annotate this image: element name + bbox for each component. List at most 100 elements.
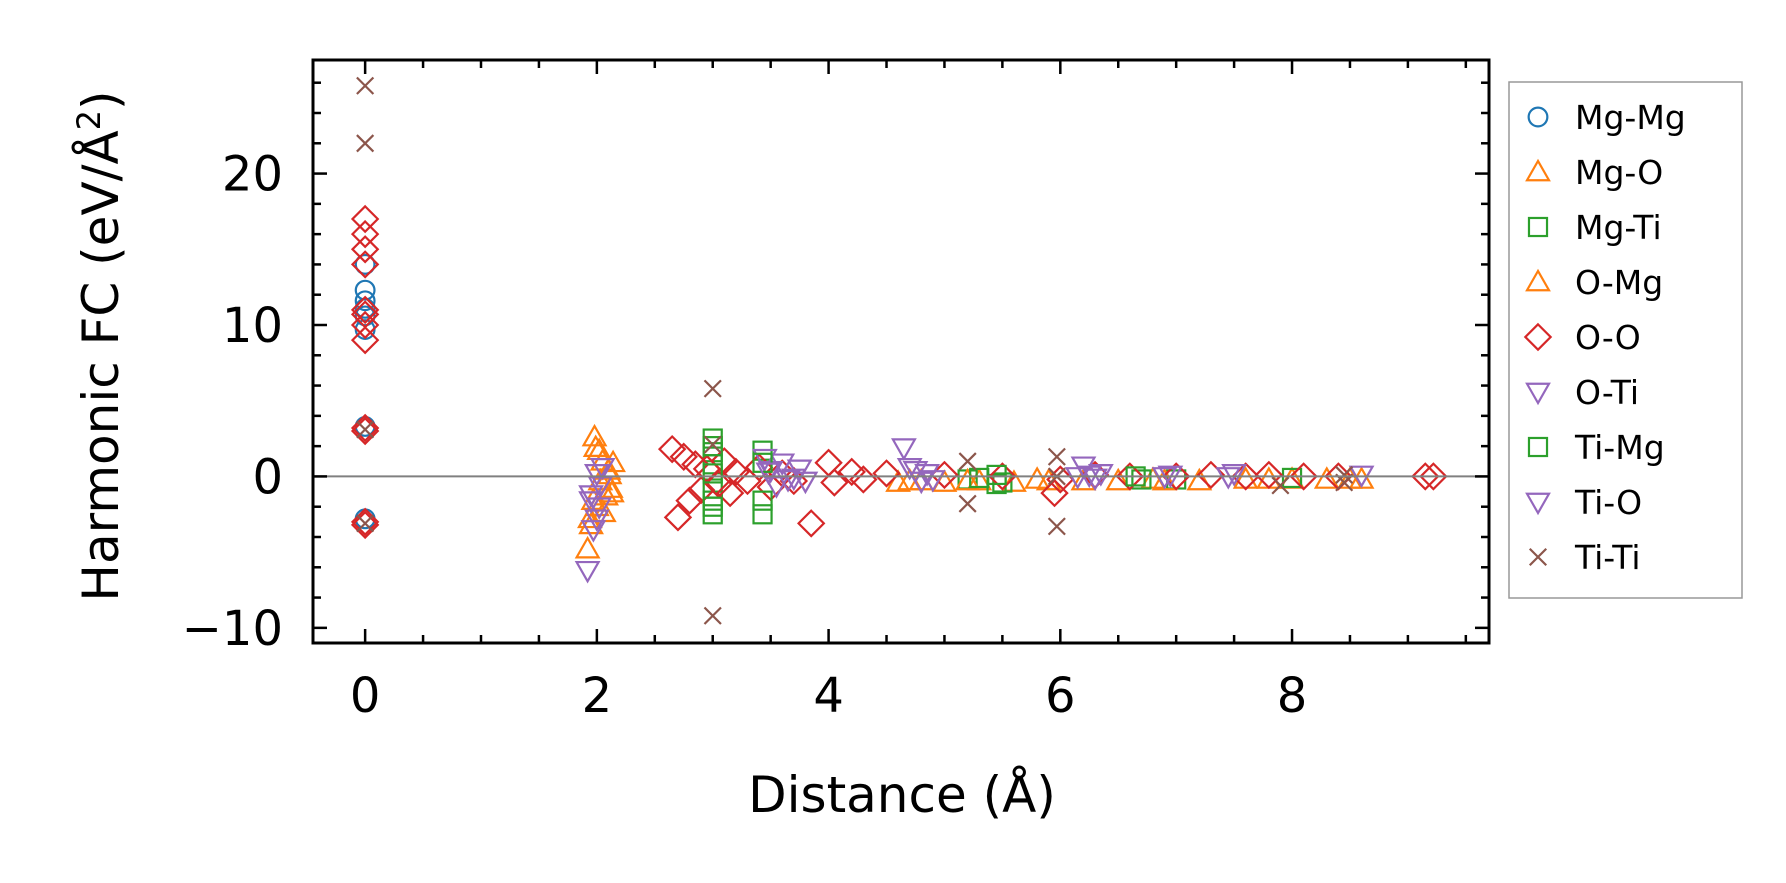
legend-label: Ti-Mg	[1574, 428, 1665, 467]
legend-marker	[1525, 158, 1551, 182]
y-tick-label: 20	[222, 147, 283, 203]
data-point	[1281, 467, 1303, 489]
data-point	[350, 325, 380, 355]
data-point	[837, 457, 866, 487]
legend-marker	[1527, 106, 1549, 128]
data-point	[792, 471, 819, 495]
data-point	[1215, 467, 1242, 490]
x-tick-label: 4	[813, 668, 844, 724]
data-point	[1254, 460, 1284, 490]
data-point	[350, 219, 380, 249]
data-point	[350, 510, 380, 540]
legend-item: Mg-Mg	[1527, 98, 1686, 137]
data-point	[1335, 465, 1354, 484]
y-tick-label: 10	[222, 298, 283, 354]
data-point	[896, 457, 923, 481]
x-tick-label: 0	[350, 668, 381, 724]
data-point	[988, 462, 1017, 491]
data-point	[599, 479, 625, 503]
data-point	[1186, 467, 1213, 491]
y-axis-label-sup: 2	[70, 110, 108, 130]
data-point	[752, 504, 773, 525]
data-point	[686, 475, 716, 505]
data-point	[1161, 462, 1191, 491]
legend-label: Mg-Ti	[1575, 208, 1662, 247]
data-point	[675, 486, 704, 515]
data-point	[1131, 469, 1152, 490]
plot-marks	[350, 76, 1448, 625]
legend-marker	[1525, 382, 1551, 406]
axes-layer	[311, 58, 1491, 645]
legend-items: Mg-Mg Mg-O Mg-Ti O-Mg O-O O-Ti Ti-Mg Ti-O Ti-Ti	[1523, 98, 1686, 577]
data-point	[1105, 467, 1132, 491]
legend-item: Mg-Ti	[1527, 208, 1662, 247]
data-point	[755, 462, 782, 486]
y-axis-label-main: Harmonic FC (eV/Å	[72, 130, 130, 601]
data-point	[1271, 476, 1290, 495]
data-point	[1047, 447, 1066, 466]
data-point	[578, 491, 604, 514]
data-point	[872, 459, 901, 488]
data-point	[589, 457, 616, 481]
data-point	[780, 468, 807, 492]
y-axis-label-end: )	[72, 90, 130, 110]
legend-label: Mg-Mg	[1575, 98, 1686, 137]
data-point	[356, 76, 375, 95]
data-point	[356, 134, 375, 153]
data-point	[775, 470, 801, 493]
data-point	[702, 436, 723, 457]
legend-marker	[1527, 216, 1549, 238]
legend-item: O-Ti	[1525, 373, 1639, 412]
series-ti-ti	[356, 76, 1354, 625]
data-point	[954, 467, 981, 491]
x-tick-label: 6	[1045, 668, 1076, 724]
legend-label: O-O	[1575, 318, 1641, 357]
data-point	[1313, 466, 1340, 489]
data-point	[715, 478, 745, 508]
plot-frame	[311, 58, 1491, 645]
legend-label: O-Ti	[1575, 373, 1639, 412]
data-point	[354, 297, 376, 319]
legend-marker	[1527, 436, 1549, 458]
data-point	[669, 442, 698, 471]
data-point	[1115, 462, 1145, 491]
x-axis-label: Distance (Å)	[748, 766, 1056, 824]
data-point	[582, 434, 609, 458]
data-point	[958, 452, 977, 471]
data-point	[1411, 462, 1440, 491]
data-point	[751, 448, 778, 472]
data-point	[919, 470, 946, 493]
data-point	[663, 503, 693, 532]
data-point	[1047, 517, 1066, 536]
x-tick-label: 2	[582, 668, 613, 724]
data-point	[703, 606, 722, 625]
legend-marker	[1525, 492, 1551, 516]
data-point	[574, 560, 601, 584]
data-point	[350, 507, 380, 537]
legend: Mg-Mg Mg-O Mg-Ti O-Mg O-O O-Ti Ti-Mg Ti-O Ti-Ti	[1508, 81, 1743, 599]
data-point	[958, 494, 977, 513]
legend-label: Ti-Ti	[1574, 538, 1641, 577]
data-point	[350, 310, 380, 340]
data-point	[914, 464, 940, 487]
data-point	[1419, 462, 1448, 491]
data-point	[581, 423, 608, 447]
data-point	[702, 463, 723, 484]
tick-marks	[313, 60, 1489, 643]
data-point	[797, 509, 826, 538]
data-point	[1064, 467, 1091, 490]
y-axis-label: Harmonic FC (eV/Å2)	[70, 90, 130, 601]
data-point	[1289, 462, 1318, 491]
data-point	[1001, 469, 1027, 492]
legend-item: O-O	[1523, 318, 1641, 357]
series-mg-o	[574, 423, 1375, 559]
legend-item: Mg-O	[1525, 153, 1663, 192]
data-point	[578, 511, 604, 535]
legend-label: O-Mg	[1575, 263, 1663, 302]
data-point	[578, 485, 604, 508]
data-point	[356, 420, 375, 439]
data-point	[583, 509, 610, 533]
data-point	[356, 514, 375, 533]
data-point	[350, 250, 380, 279]
